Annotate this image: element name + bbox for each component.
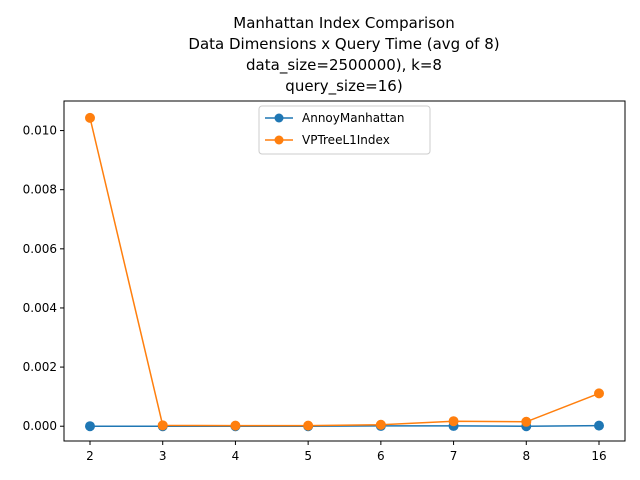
x-tick-label: 16 [591, 449, 606, 463]
data-point [594, 420, 604, 431]
legend: AnnoyManhattan VPTreeL1Index [258, 105, 431, 155]
series-line [90, 424, 600, 427]
title-line-2: Data Dimensions x Query Time (avg of 8) [188, 35, 499, 53]
y-tick-label: 0.006 [23, 242, 57, 256]
y-tick-label: 0.004 [23, 301, 57, 315]
series-line [89, 117, 600, 427]
data-point [85, 421, 95, 432]
data-point [230, 420, 241, 431]
data-point [448, 416, 459, 427]
axes: 2 3 4 5 6 7 8 16 0.000 0.002 0.004 0.006 0.008 0.010 [23, 100, 626, 463]
series-1 [85, 112, 604, 431]
y-tick-label: 0.010 [23, 124, 57, 138]
plot-frame [63, 100, 626, 442]
title-line-4: query_size=16) [285, 77, 402, 96]
x-tick-label: 6 [377, 449, 385, 463]
legend-marker [274, 113, 284, 123]
title-line-3: data_size=2500000), k=8 [246, 56, 442, 75]
data-point [303, 420, 314, 431]
legend-label: VPTreeL1Index [302, 133, 390, 147]
data-point [85, 112, 95, 123]
x-tick-label: 3 [159, 449, 167, 463]
data-point [157, 420, 168, 431]
data-point [521, 416, 532, 427]
x-tick-label: 8 [522, 449, 530, 463]
y-tick-label: 0.002 [23, 360, 57, 374]
data-point [375, 419, 386, 430]
title-line-1: Manhattan Index Comparison [233, 14, 454, 32]
data-point [594, 388, 604, 399]
legend-label: AnnoyManhattan [302, 111, 405, 125]
legend-marker [274, 135, 284, 145]
x-tick-label: 4 [232, 449, 240, 463]
series-layer [85, 112, 604, 432]
y-tick-label: 0.000 [23, 419, 57, 433]
x-tick-label: 7 [450, 449, 458, 463]
chart-title: Manhattan Index Comparison Data Dimensio… [188, 14, 499, 96]
y-tick-label: 0.008 [23, 183, 57, 197]
legend-box [258, 105, 431, 155]
x-tick-label: 5 [304, 449, 312, 463]
x-tick-label: 2 [86, 449, 94, 463]
